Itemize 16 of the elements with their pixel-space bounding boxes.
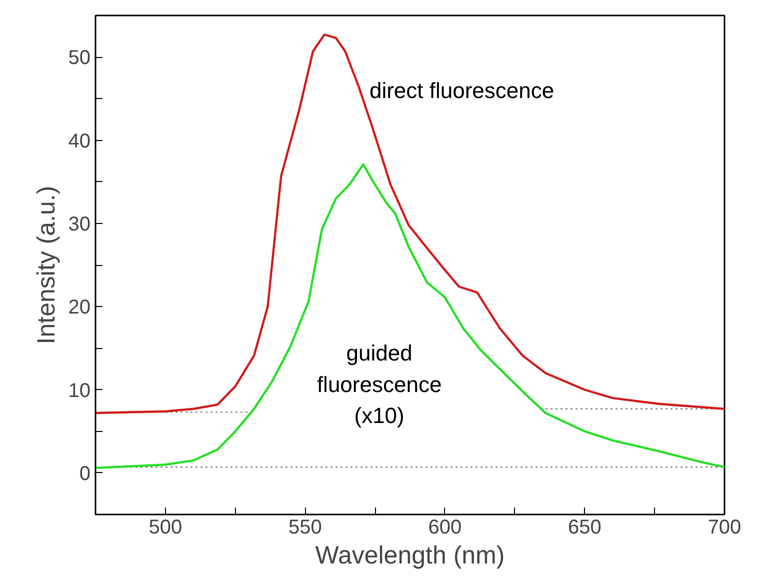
y-tick-label: 30 <box>68 213 91 236</box>
x-tick-label: 550 <box>288 516 322 538</box>
y-tick-label: 20 <box>68 296 91 319</box>
y-axis-title: Intensity (a.u.) <box>32 186 60 344</box>
x-tick-label: 700 <box>708 516 742 538</box>
x-axis-title: Wavelength (nm) <box>315 542 505 570</box>
series-label: guided fluorescence (x10) <box>316 340 442 428</box>
x-tick-label: 650 <box>568 516 602 538</box>
x-tick-label: 500 <box>148 516 182 538</box>
y-tick-label: 50 <box>68 47 91 70</box>
line-series <box>96 163 724 470</box>
y-tick-label: 40 <box>68 130 91 152</box>
y-tick-label: 0 <box>79 462 90 485</box>
series-label: direct fluorescence <box>369 78 554 104</box>
y-tick-label: 10 <box>68 380 91 402</box>
x-tick-label: 600 <box>428 516 462 538</box>
